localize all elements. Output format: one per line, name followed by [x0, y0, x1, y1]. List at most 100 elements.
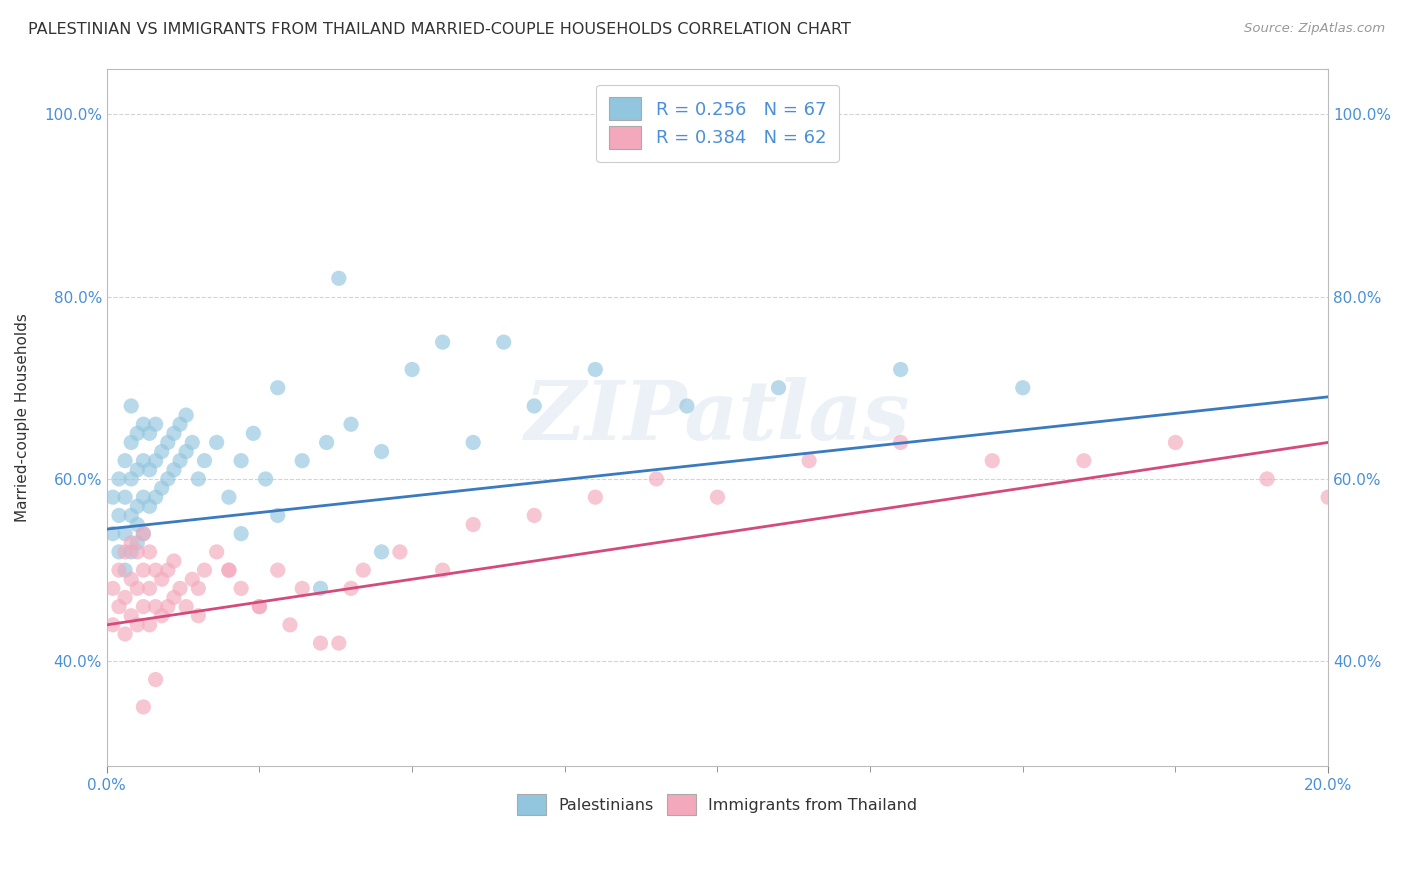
Text: Source: ZipAtlas.com: Source: ZipAtlas.com [1244, 22, 1385, 36]
Point [114, 545, 136, 559]
Point [127, 426, 149, 441]
Point [242, 426, 264, 441]
Point [1164, 435, 1187, 450]
Point [463, 435, 485, 450]
Point [229, 526, 252, 541]
Point [108, 563, 131, 577]
Point [291, 582, 314, 596]
Point [676, 399, 699, 413]
Point [163, 591, 186, 605]
Point [328, 636, 350, 650]
Point [309, 582, 332, 596]
Point [101, 526, 124, 541]
Point [174, 599, 197, 614]
Point [267, 563, 290, 577]
Point [583, 362, 606, 376]
Point [187, 472, 209, 486]
Point [388, 545, 411, 559]
Point [432, 335, 454, 350]
Point [890, 362, 912, 376]
Point [1256, 472, 1278, 486]
Point [145, 490, 167, 504]
Point [114, 453, 136, 467]
Point [132, 563, 155, 577]
Point [309, 636, 332, 650]
Point [163, 463, 186, 477]
Point [132, 526, 155, 541]
Point [114, 563, 136, 577]
Text: PALESTINIAN VS IMMIGRANTS FROM THAILAND MARRIED-COUPLE HOUSEHOLDS CORRELATION CH: PALESTINIAN VS IMMIGRANTS FROM THAILAND … [28, 22, 851, 37]
Point [169, 582, 191, 596]
Point [150, 572, 173, 586]
Point [352, 563, 374, 577]
Point [138, 618, 160, 632]
Point [1011, 381, 1033, 395]
Point [370, 545, 392, 559]
Point [156, 472, 179, 486]
Point [101, 490, 124, 504]
Point [1073, 453, 1095, 467]
Point [127, 517, 149, 532]
Point [108, 472, 131, 486]
Point [120, 508, 142, 523]
Point [150, 608, 173, 623]
Point [169, 417, 191, 432]
Point [138, 545, 160, 559]
Point [432, 563, 454, 577]
Point [645, 472, 668, 486]
Point [187, 582, 209, 596]
Point [583, 490, 606, 504]
Point [127, 535, 149, 549]
Point [132, 453, 155, 467]
Point [218, 563, 240, 577]
Point [401, 362, 423, 376]
Point [187, 608, 209, 623]
Point [370, 444, 392, 458]
Point [138, 426, 160, 441]
Point [315, 435, 337, 450]
Point [120, 608, 142, 623]
Point [127, 463, 149, 477]
Point [108, 508, 131, 523]
Point [291, 453, 314, 467]
Point [150, 481, 173, 495]
Point [218, 563, 240, 577]
Point [492, 335, 515, 350]
Point [218, 490, 240, 504]
Point [523, 399, 546, 413]
Point [205, 435, 228, 450]
Point [114, 526, 136, 541]
Point [340, 417, 363, 432]
Point [127, 500, 149, 514]
Point [890, 435, 912, 450]
Point [120, 535, 142, 549]
Point [138, 463, 160, 477]
Point [132, 417, 155, 432]
Point [114, 591, 136, 605]
Point [267, 508, 290, 523]
Point [101, 618, 124, 632]
Point [156, 599, 179, 614]
Y-axis label: Married-couple Households: Married-couple Households [15, 313, 30, 522]
Point [132, 526, 155, 541]
Point [108, 599, 131, 614]
Point [145, 599, 167, 614]
Point [114, 627, 136, 641]
Point [145, 673, 167, 687]
Point [981, 453, 1004, 467]
Point [138, 582, 160, 596]
Legend: Palestinians, Immigrants from Thailand: Palestinians, Immigrants from Thailand [508, 785, 927, 824]
Point [120, 435, 142, 450]
Point [267, 381, 290, 395]
Point [193, 563, 215, 577]
Point [127, 618, 149, 632]
Point [108, 545, 131, 559]
Point [181, 572, 204, 586]
Text: ZIPatlas: ZIPatlas [524, 377, 910, 458]
Point [145, 453, 167, 467]
Point [229, 453, 252, 467]
Point [132, 599, 155, 614]
Point [114, 490, 136, 504]
Point [523, 508, 546, 523]
Point [138, 500, 160, 514]
